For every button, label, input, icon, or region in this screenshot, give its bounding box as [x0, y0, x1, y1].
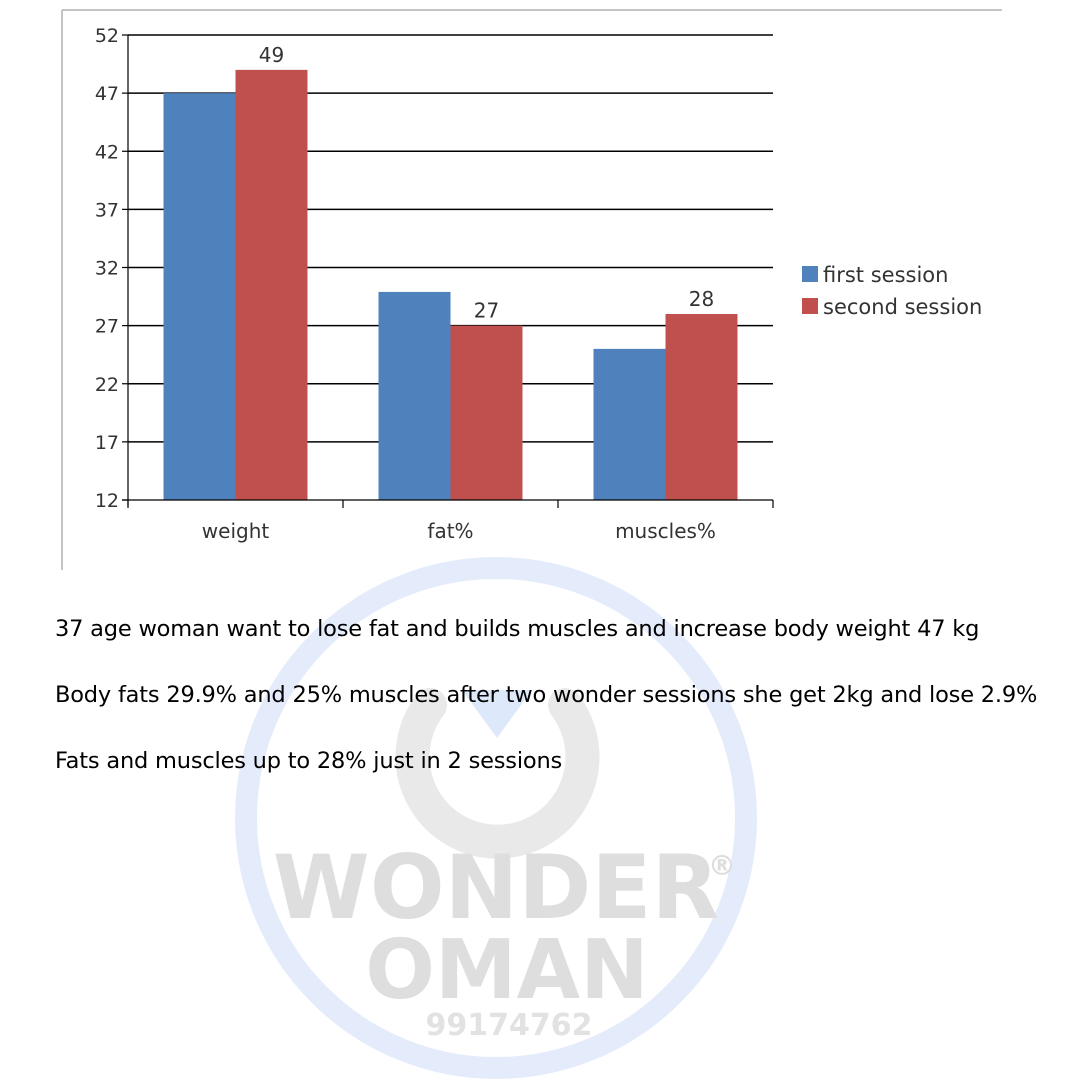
y-axis-ticks: 12 17 22 27 32 37 42 47 52: [95, 25, 128, 512]
watermark-registered: ®: [708, 849, 736, 882]
description-line-2: Body fats 29.9% and 25% muscles after tw…: [55, 682, 1038, 708]
y-tick-label-52: 52: [95, 25, 119, 47]
data-labels: 49 27 28: [259, 43, 714, 323]
y-tick-label-27: 27: [95, 316, 119, 338]
legend-label-first-session: first session: [823, 263, 948, 287]
watermark-country: OMAN: [365, 923, 648, 1018]
chart-legend: first session second session: [802, 263, 982, 319]
description-line-3: Fats and muscles up to 28% just in 2 ses…: [55, 748, 563, 774]
data-label-fat-pct: 27: [474, 299, 499, 323]
legend-label-second-session: second session: [823, 295, 982, 319]
legend-swatch-first-session: [802, 266, 818, 282]
y-tick-label-47: 47: [95, 83, 119, 105]
data-label-weight: 49: [259, 43, 284, 67]
bar-weight-second-session: [235, 69, 308, 500]
bar-fat-pct-second-session: [450, 325, 523, 500]
chart-frame: [61, 9, 1002, 570]
bar-muscles-pct-first-session: [593, 348, 666, 500]
y-tick-label-42: 42: [95, 141, 119, 163]
y-tick-label-17: 17: [95, 432, 119, 454]
chart-axes: [122, 35, 774, 508]
y-tick-label-37: 37: [95, 199, 119, 221]
data-label-muscles-pct: 28: [689, 287, 714, 311]
watermark-brand: WONDER: [273, 836, 719, 939]
y-tick-label-32: 32: [95, 258, 119, 280]
x-tick-label-weight: weight: [202, 519, 270, 543]
chart-bars: [163, 69, 738, 500]
x-axis-ticks: weight fat% muscles%: [202, 519, 716, 543]
watermark-phone: 99174762: [426, 1008, 593, 1043]
x-tick-label-fat-pct: fat%: [427, 519, 473, 543]
description-line-1: 37 age woman want to lose fat and builds…: [55, 616, 980, 642]
bar-weight-first-session: [163, 93, 236, 500]
y-tick-label-22: 22: [95, 374, 119, 396]
watermark-ring: [235, 557, 757, 1079]
x-tick-label-muscles-pct: muscles%: [615, 519, 716, 543]
bar-chart: 12 17 22 27 32 37 42 47 52 weight fat% muscles% 49…: [61, 9, 1002, 570]
y-tick-label-12: 12: [95, 490, 119, 512]
legend-swatch-second-session: [802, 298, 818, 314]
bar-muscles-pct-second-session: [665, 314, 738, 500]
bar-fat-pct-first-session: [378, 291, 451, 500]
